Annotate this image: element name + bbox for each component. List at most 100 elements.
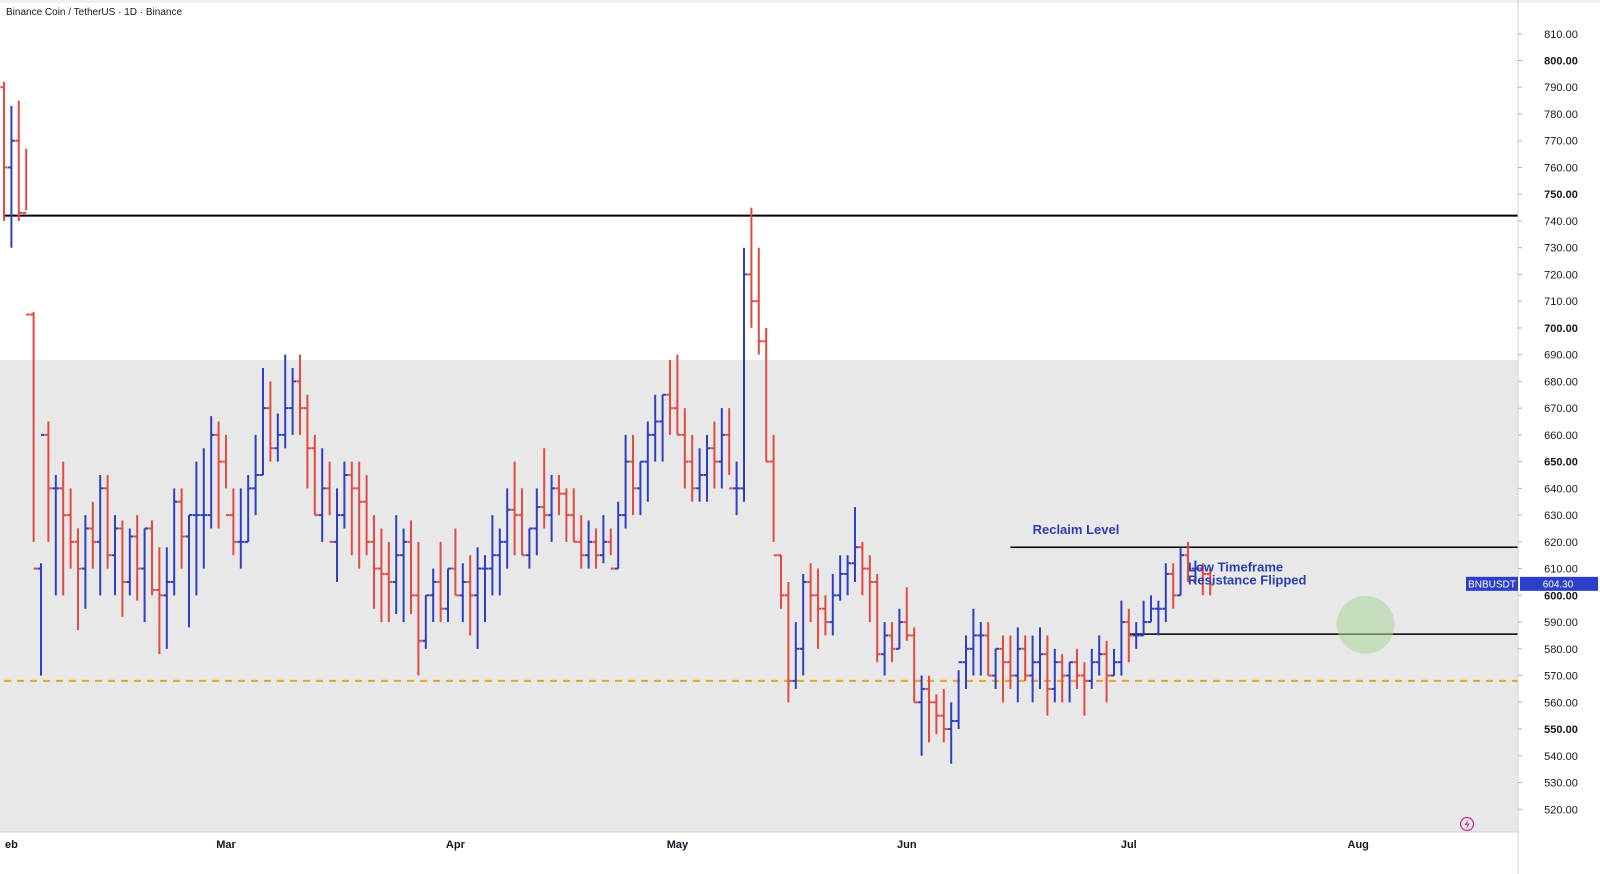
- annotation-label: Low Timeframe: [1188, 559, 1283, 574]
- top-border: [0, 0, 1600, 3]
- ohlc-bar: [1029, 635, 1037, 703]
- ohlc-bar: [333, 488, 341, 582]
- ohlc-bar: [141, 527, 149, 623]
- ohlc-bar: [1073, 648, 1081, 689]
- highlight-marker: [1336, 595, 1395, 654]
- ohlc-bar: [74, 528, 82, 631]
- ohlc-bar: [451, 528, 459, 597]
- ohlc-bar: [636, 460, 644, 516]
- ohlc-bar: [111, 515, 119, 596]
- ohlc-bar: [67, 488, 75, 569]
- time-axis[interactable]: eb Mar Apr May Jun Jul Aug: [5, 839, 1369, 851]
- ohlc-bar: [881, 622, 889, 676]
- y-tick-label: 760.00: [1544, 162, 1578, 174]
- y-tick-label: 800.00: [1544, 55, 1578, 67]
- annotation-label: Resistance Flipped: [1188, 573, 1307, 588]
- ohlc-bar: [1162, 563, 1170, 623]
- price-tag: [1520, 576, 1598, 591]
- y-tick-label: 540.00: [1544, 751, 1578, 763]
- ohlc-bar: [437, 541, 445, 623]
- price-zone: [0, 360, 1518, 832]
- ohlc-bar: [577, 515, 585, 569]
- ohlc-bar: [644, 421, 652, 502]
- ohlc-bar: [710, 421, 718, 489]
- y-tick-label: 640.00: [1544, 483, 1578, 495]
- y-tick-label: 740.00: [1544, 216, 1578, 228]
- ohlc-bar: [955, 661, 963, 730]
- ohlc-bar: [52, 474, 60, 596]
- ohlc-bar: [866, 555, 874, 623]
- ohlc-bar: [651, 394, 659, 462]
- lightning-icon-bolt: [1464, 819, 1470, 829]
- y-tick-label: 630.00: [1544, 510, 1578, 522]
- y-tick-label: 520.00: [1544, 804, 1578, 816]
- ohlc-bar: [503, 488, 511, 569]
- ohlc-bar: [1110, 648, 1118, 677]
- ohlc-bar: [429, 568, 437, 623]
- ohlc-bar: [178, 488, 186, 569]
- ohlc-bar: [392, 515, 400, 615]
- y-tick-label: 660.00: [1544, 430, 1578, 442]
- ohlc-bar: [821, 595, 829, 636]
- ohlc-bar: [932, 694, 940, 735]
- ohlc-bar: [126, 528, 134, 596]
- y-tick-label: 680.00: [1544, 376, 1578, 388]
- ohlc-bar: [814, 568, 822, 649]
- x-month-label: Apr: [446, 839, 466, 851]
- ohlc-bar: [496, 528, 504, 596]
- y-tick-label: 620.00: [1544, 537, 1578, 549]
- y-tick-label: 690.00: [1544, 350, 1578, 362]
- ohlc-bar: [1095, 635, 1103, 676]
- ohlc-bar: [289, 368, 297, 435]
- ohlc-bar: [969, 608, 977, 676]
- ohlc-bar: [303, 394, 311, 489]
- ohlc-bar: [237, 488, 245, 569]
- ohlc-bar: [733, 461, 741, 516]
- symbol-tag: [1466, 576, 1518, 591]
- ohlc-bar: [1147, 595, 1155, 624]
- ohlc-bar: [148, 520, 156, 596]
- ohlc-bar: [1177, 547, 1185, 597]
- horizontal-levels: [4, 214, 1518, 682]
- ohlc-bar: [836, 555, 844, 601]
- ohlc-bar: [681, 408, 689, 489]
- ohlc-bar: [1191, 560, 1199, 582]
- ohlc-bar: [1154, 600, 1162, 636]
- ohlc-bar: [1199, 563, 1207, 596]
- ohlc-bar: [555, 474, 563, 516]
- symbol-tag-label: BNBUSDT: [1468, 579, 1516, 590]
- ohlc-bar: [318, 448, 326, 542]
- y-tick-label: 650.00: [1544, 457, 1578, 469]
- ohlc-bar: [59, 461, 67, 596]
- ohlc-bar: [962, 635, 970, 689]
- lightning-icon[interactable]: [1459, 816, 1475, 832]
- ohlc-bar: [363, 474, 371, 556]
- ohlc-bar: [607, 528, 615, 570]
- ohlc-bar: [96, 474, 104, 596]
- ohlc-bar: [511, 461, 519, 556]
- chart-title: Binance Coin / TetherUS · 1D · Binance: [6, 7, 183, 18]
- ohlc-bar: [599, 515, 607, 564]
- ohlc-bar: [22, 148, 30, 316]
- y-tick-label: 670.00: [1544, 403, 1578, 415]
- ohlc-bar: [192, 461, 200, 596]
- ohlc-bar: [81, 515, 89, 609]
- ohlc-bar: [1043, 635, 1051, 716]
- ohlc-bar: [718, 408, 726, 489]
- y-tick-label: 790.00: [1544, 82, 1578, 94]
- ohlc-bar: [185, 514, 193, 628]
- ohlc-bar: [518, 488, 526, 557]
- last-price-tag: BNBUSDT 604.30: [1466, 576, 1598, 591]
- ohlc-bar: [37, 433, 45, 676]
- ohlc-bar: [984, 622, 992, 677]
- ohlc-bar: [414, 541, 422, 676]
- ohlc-bar: [659, 393, 667, 462]
- x-month-label: eb: [5, 839, 18, 851]
- ohlc-bar: [1103, 640, 1111, 703]
- x-month-label: Jul: [1121, 839, 1137, 851]
- x-month-label: Jun: [897, 839, 917, 851]
- ohlc-bar: [703, 434, 711, 502]
